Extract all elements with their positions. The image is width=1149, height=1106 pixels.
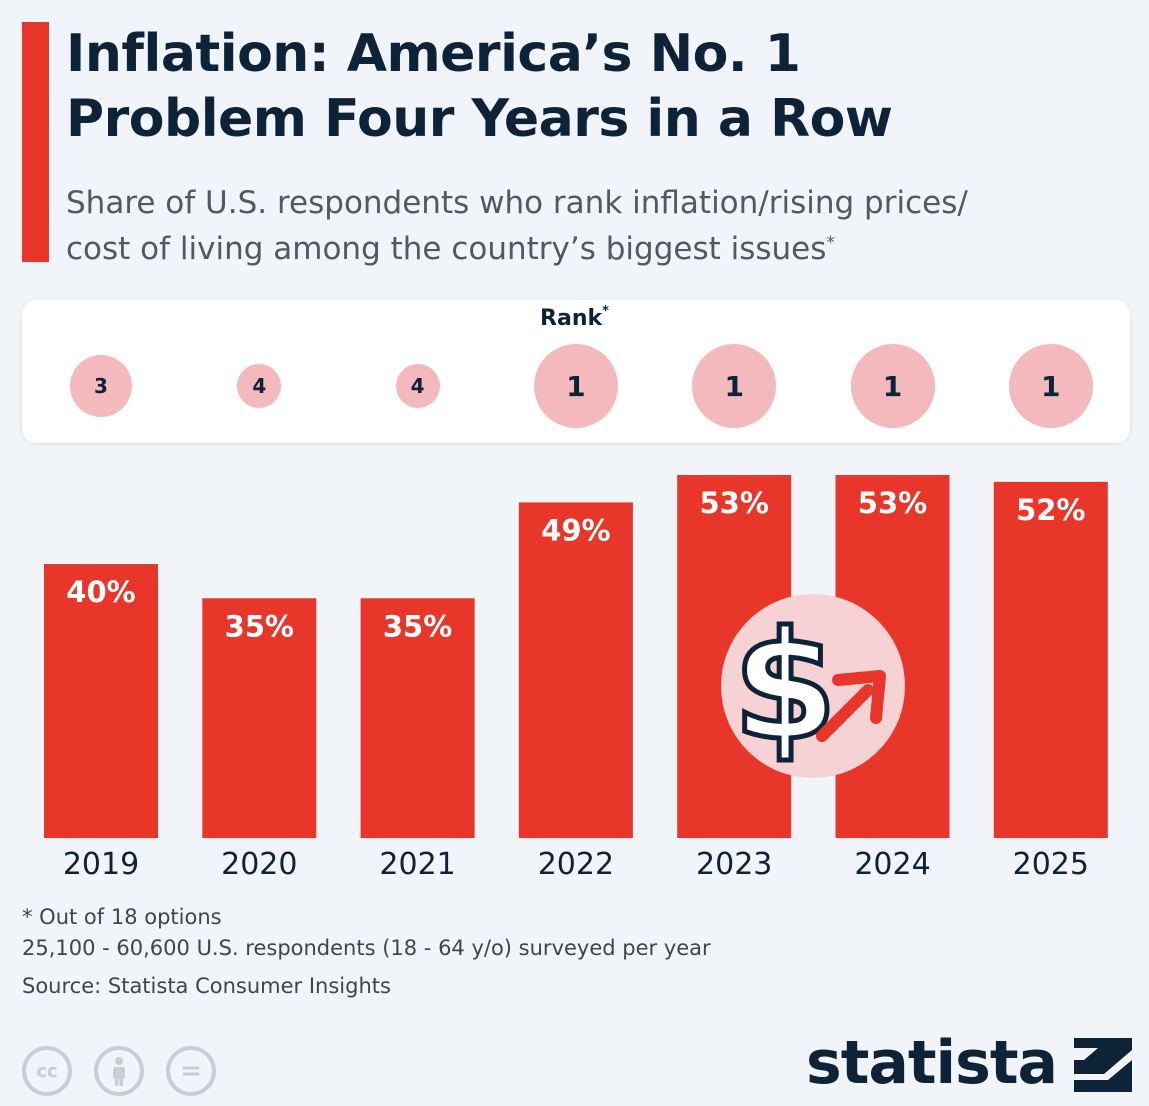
attribution-icon[interactable] bbox=[94, 1046, 144, 1096]
dollar-rising-arrow-icon: $ bbox=[721, 594, 905, 778]
rising-arrow bbox=[816, 670, 886, 742]
no-derivatives-icon[interactable]: = bbox=[166, 1046, 216, 1096]
subtitle-line-1: Share of U.S. respondents who rank infla… bbox=[66, 185, 968, 221]
bar-2021 bbox=[360, 598, 475, 838]
rank-circle-2019: 3 bbox=[70, 355, 132, 417]
footnote-respondents: 25,100 - 60,600 U.S. respondents (18 - 6… bbox=[22, 936, 711, 960]
bar-value-label: 52% bbox=[1016, 493, 1085, 527]
rank-circle-2020: 4 bbox=[237, 364, 282, 408]
bar-value-label: 35% bbox=[225, 609, 294, 643]
chart-title: Inflation: America’s No. 1 Problem Four … bbox=[66, 22, 1126, 152]
category-tick-label: 2022 bbox=[538, 847, 614, 882]
creative-commons-icon[interactable]: cc bbox=[22, 1046, 72, 1096]
brand-wordmark[interactable]: statista bbox=[805, 1028, 1058, 1098]
footnote-options: * Out of 18 options bbox=[22, 905, 222, 929]
category-tick-label: 2020 bbox=[221, 847, 297, 882]
bar-value-label: 53% bbox=[699, 486, 768, 520]
rank-circle-2024: 1 bbox=[850, 344, 935, 428]
dollar-glyph: $ bbox=[733, 600, 837, 774]
category-tick-label: 2021 bbox=[379, 847, 455, 882]
bar-2022 bbox=[518, 502, 633, 838]
bar-value-label: 53% bbox=[858, 486, 927, 520]
bar-value-label: 40% bbox=[66, 575, 135, 609]
title-line-2: Problem Four Years in a Row bbox=[66, 89, 893, 149]
rank-label-marker: * bbox=[602, 304, 609, 319]
rank-circle-2023: 1 bbox=[692, 344, 777, 428]
rank-label-text: Rank bbox=[540, 306, 603, 331]
rank-label: Rank* bbox=[0, 304, 1149, 331]
subtitle-marker: * bbox=[826, 233, 835, 253]
title-accent-bar bbox=[22, 22, 49, 262]
category-tick-label: 2024 bbox=[854, 847, 930, 882]
category-tick-label: 2023 bbox=[696, 847, 772, 882]
chart-subtitle: Share of U.S. respondents who rank infla… bbox=[66, 180, 1126, 272]
rank-circle-2025: 1 bbox=[1008, 344, 1093, 428]
bar-2025 bbox=[993, 481, 1108, 838]
rank-circle-2021: 4 bbox=[395, 364, 440, 408]
bar-value-label: 35% bbox=[383, 609, 452, 643]
illustration-background bbox=[721, 594, 905, 778]
bar-2020 bbox=[202, 598, 317, 838]
bar-2019 bbox=[44, 564, 158, 838]
bar-value-label: 49% bbox=[541, 513, 610, 547]
category-tick-label: 2019 bbox=[63, 847, 139, 882]
footnote-source: Source: Statista Consumer Insights bbox=[22, 974, 391, 998]
rank-circle-2022: 1 bbox=[533, 344, 618, 428]
title-line-1: Inflation: America’s No. 1 bbox=[66, 24, 801, 84]
category-tick-label: 2025 bbox=[1013, 847, 1089, 882]
subtitle-line-2-text: cost of living among the country’s bigge… bbox=[66, 231, 827, 267]
subtitle-line-2: cost of living among the country’s bigge… bbox=[66, 226, 1126, 272]
statista-logo-icon bbox=[1074, 1038, 1132, 1092]
